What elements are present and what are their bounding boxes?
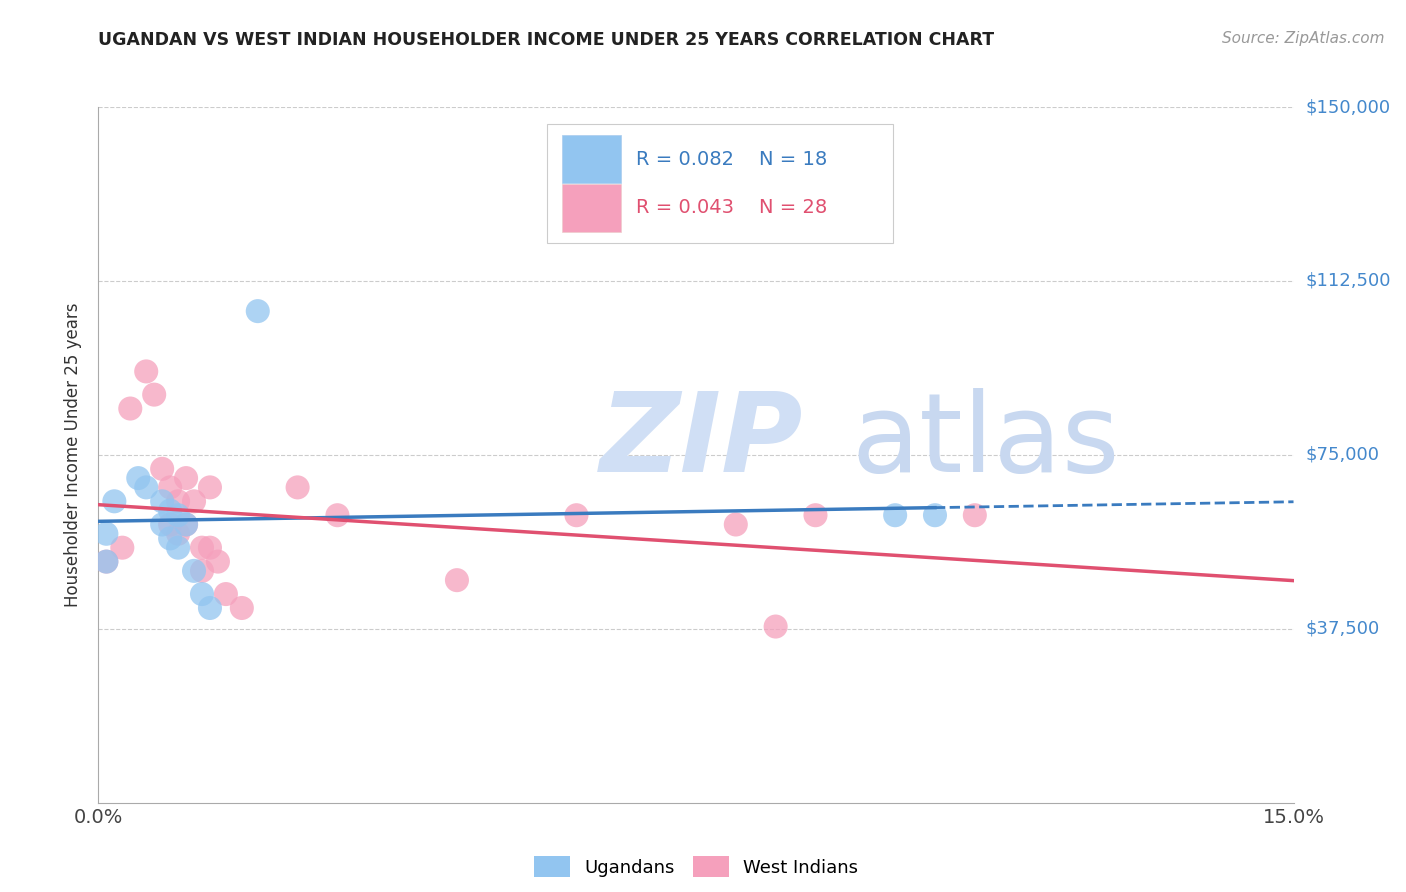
Point (215, 587, 238, 601)
Point (167, 508, 190, 523)
Text: $75,000: $75,000 (1305, 446, 1379, 464)
Point (159, 517, 181, 532)
Point (159, 480, 181, 494)
Point (159, 532, 181, 546)
Point (103, 494, 125, 508)
Point (198, 601, 221, 615)
Point (111, 541, 134, 555)
Point (724, 517, 747, 532)
Point (183, 564, 205, 578)
Point (884, 508, 907, 523)
FancyBboxPatch shape (562, 136, 620, 183)
Y-axis label: Householder Income Under 25 years: Householder Income Under 25 years (65, 302, 83, 607)
Point (135, 480, 157, 494)
Point (135, 364, 157, 378)
Point (120, 401, 142, 416)
Text: R = 0.082    N = 18: R = 0.082 N = 18 (636, 150, 828, 169)
Text: R = 0.043    N = 28: R = 0.043 N = 28 (636, 198, 828, 218)
Point (191, 541, 214, 555)
Point (191, 587, 214, 601)
Point (96, 555, 118, 569)
Point (287, 480, 309, 494)
Point (231, 601, 253, 615)
Text: Source: ZipAtlas.com: Source: ZipAtlas.com (1222, 31, 1385, 46)
Point (143, 387, 166, 401)
Point (96, 555, 118, 569)
Point (150, 494, 173, 508)
Point (246, 304, 269, 318)
Point (198, 480, 221, 494)
Point (167, 541, 190, 555)
Text: UGANDAN VS WEST INDIAN HOUSEHOLDER INCOME UNDER 25 YEARS CORRELATION CHART: UGANDAN VS WEST INDIAN HOUSEHOLDER INCOM… (98, 31, 994, 49)
Point (174, 471, 197, 485)
Point (174, 517, 197, 532)
Point (150, 517, 173, 532)
Text: $37,500: $37,500 (1305, 620, 1379, 638)
Point (191, 564, 214, 578)
Point (565, 508, 588, 523)
Text: ZIP: ZIP (600, 387, 804, 494)
Text: atlas: atlas (851, 387, 1119, 494)
Legend: Ugandans, West Indians: Ugandans, West Indians (526, 849, 866, 884)
Point (198, 541, 221, 555)
Point (924, 508, 946, 523)
Point (183, 494, 205, 508)
Point (174, 517, 197, 532)
Point (167, 526, 190, 541)
FancyBboxPatch shape (562, 184, 620, 232)
Point (446, 573, 468, 587)
FancyBboxPatch shape (547, 124, 893, 243)
Point (167, 494, 190, 508)
Point (765, 619, 787, 633)
Text: $150,000: $150,000 (1305, 98, 1391, 116)
Point (96, 526, 118, 541)
Point (963, 508, 986, 523)
Point (159, 503, 181, 517)
Point (150, 462, 173, 476)
Text: $112,500: $112,500 (1305, 272, 1391, 290)
Point (127, 471, 149, 485)
Point (326, 508, 349, 523)
Point (207, 555, 229, 569)
Point (804, 508, 827, 523)
